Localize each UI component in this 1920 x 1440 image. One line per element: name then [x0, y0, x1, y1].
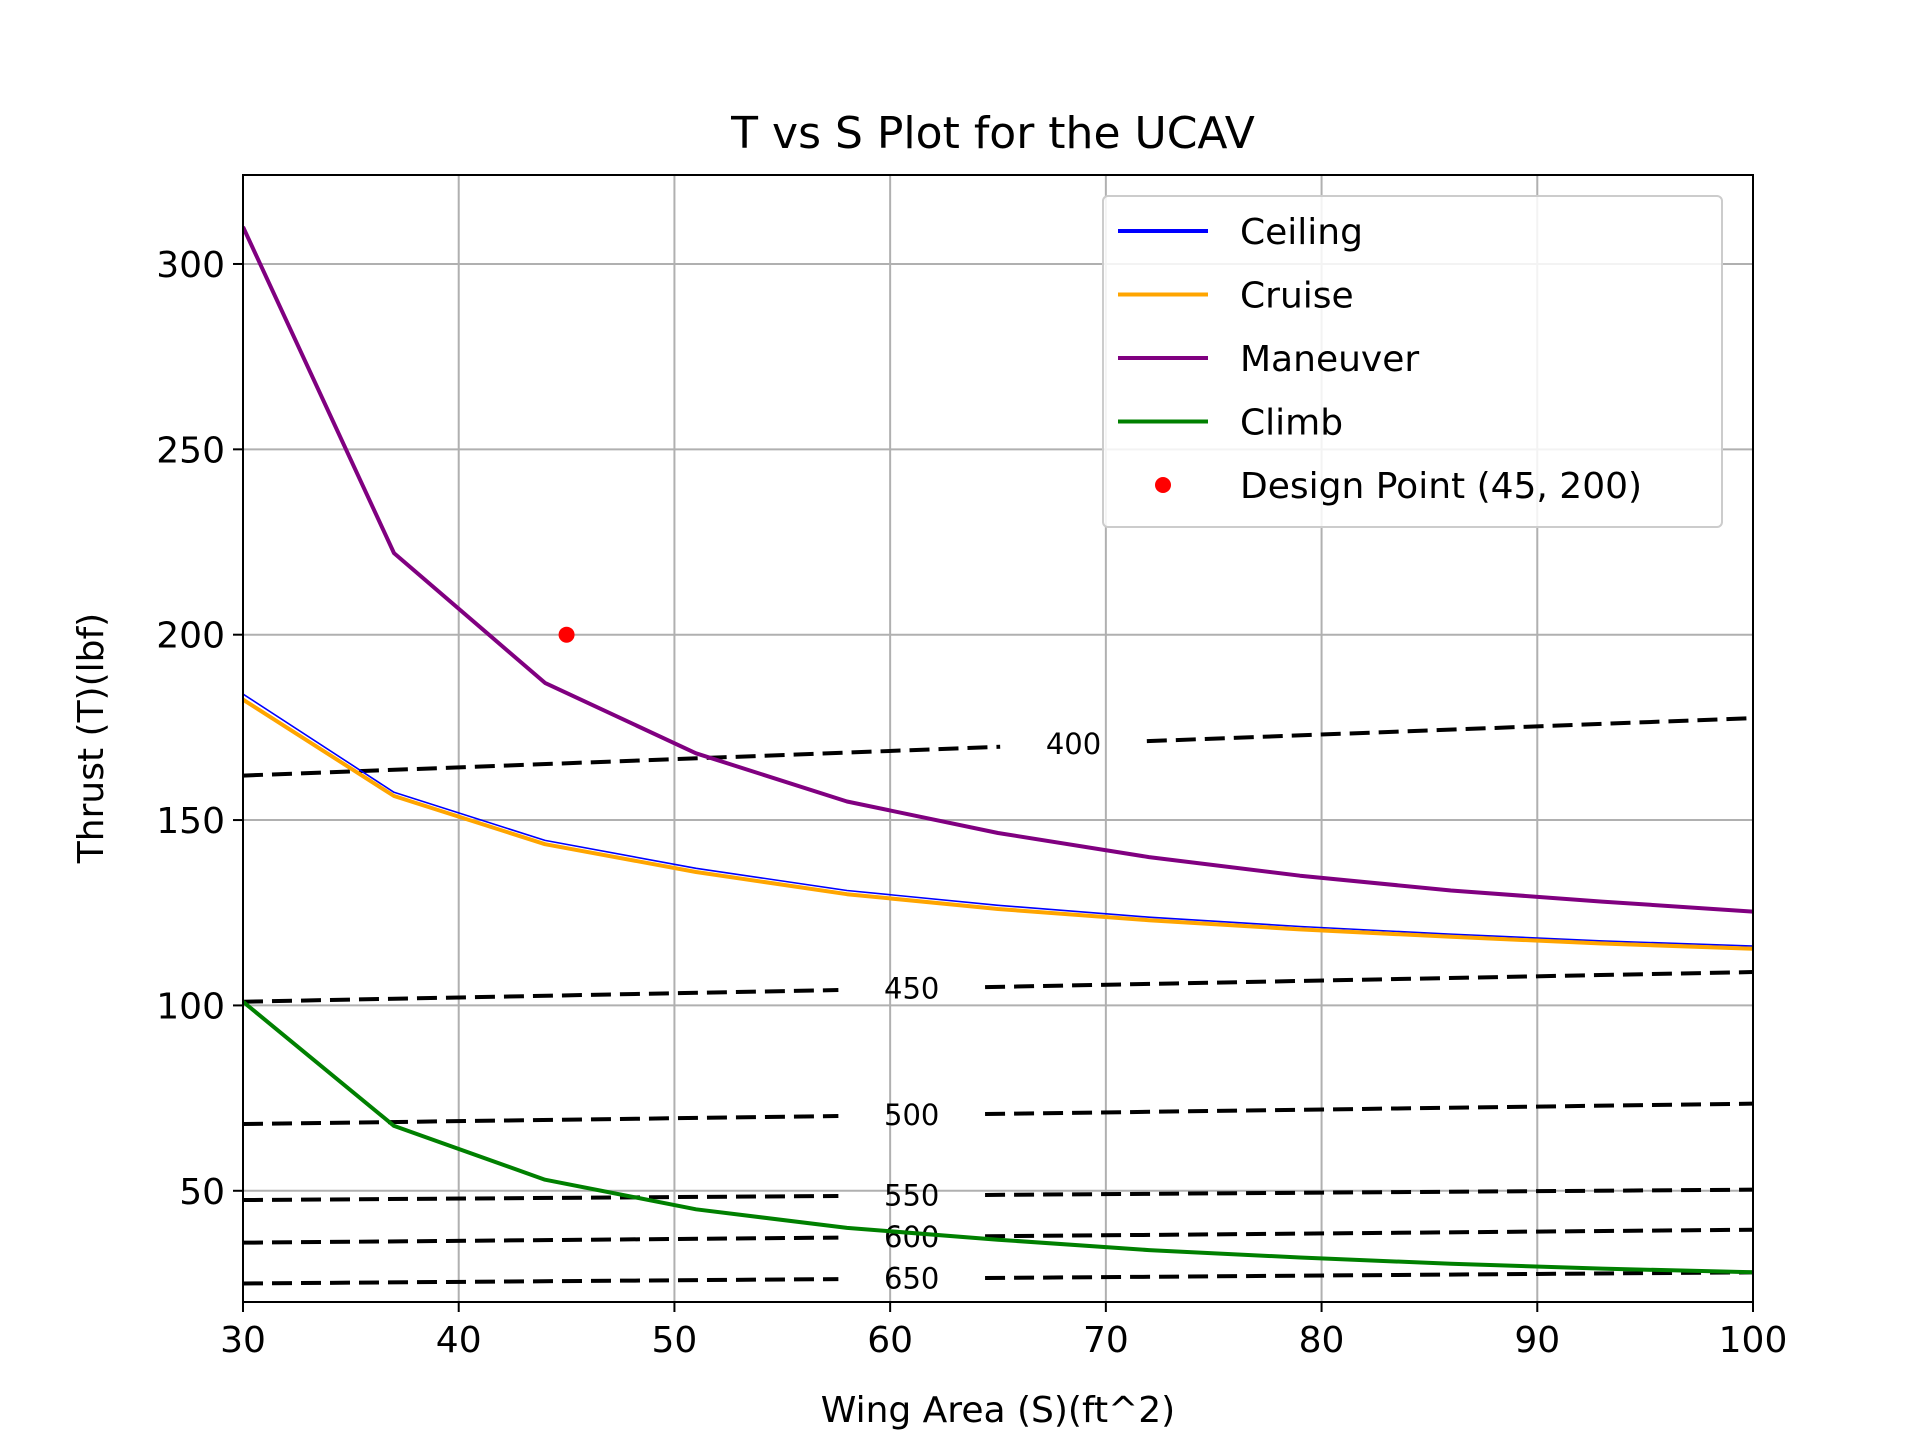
- contour-line-400: [242, 744, 1001, 778]
- series-lines: [243, 226, 1753, 1275]
- legend: Ceiling Cruise Maneuver Climb Design Point (…: [1102, 195, 1723, 528]
- thrust-contour-lines: 400 450 500 550 600 650: [242, 716, 1754, 1296]
- series-line-cruise: [243, 697, 1753, 951]
- x-tick-label: 40: [436, 1320, 482, 1361]
- contour-line-550: [242, 1193, 839, 1203]
- contour-label-600: 600: [884, 1220, 939, 1254]
- y-tick-label: 250: [156, 430, 225, 471]
- contour-line-600: [985, 1227, 1754, 1239]
- y-tick-label: 200: [156, 616, 225, 657]
- series-line-climb: [243, 1000, 1753, 1275]
- design-points: [558, 626, 575, 643]
- y-tick-label: 300: [156, 245, 225, 286]
- x-tick-label: 60: [867, 1320, 913, 1361]
- y-axis-label: Thrust (T)(lbf): [71, 613, 112, 864]
- legend-label: Design Point (45, 200): [1240, 466, 1642, 507]
- x-tick-label: 70: [1083, 1320, 1129, 1361]
- x-tick-label: 80: [1299, 1320, 1345, 1361]
- y-tick-label: 50: [179, 1172, 225, 1213]
- contour-line-650: [985, 1270, 1754, 1280]
- contour-line-600: [242, 1235, 839, 1245]
- contour-label-450: 450: [884, 972, 939, 1006]
- legend-label: Maneuver: [1240, 339, 1419, 380]
- contour-line-450: [985, 970, 1754, 990]
- contour-line-400: [1146, 716, 1754, 744]
- contour-line-500: [242, 1114, 839, 1127]
- contour-line-450: [242, 988, 839, 1004]
- y-tick-label: 150: [156, 801, 225, 842]
- contour-line-650: [242, 1277, 839, 1286]
- y-tick-label: 100: [156, 986, 225, 1027]
- design-point-marker: [558, 626, 575, 643]
- series-line-ceiling: [243, 693, 1753, 947]
- x-tick-label: 100: [1719, 1320, 1788, 1361]
- legend-label: Cruise: [1240, 276, 1354, 317]
- series-line-maneuver: [243, 226, 1753, 914]
- legend-label: Ceiling: [1240, 212, 1363, 253]
- legend-label: Climb: [1240, 403, 1343, 444]
- contour-label-500: 500: [884, 1098, 939, 1132]
- contour-label-400: 400: [1046, 727, 1101, 761]
- plot-frame: [242, 174, 1754, 1303]
- axis-ticks: 30 40 50 60 70 80 90 100 50 100 150 200 250 300: [156, 245, 1787, 1361]
- legend-swatch: [1155, 477, 1171, 493]
- contour-label-550: 550: [884, 1178, 939, 1212]
- contour-line-500: [985, 1101, 1754, 1117]
- x-axis-label: Wing Area (S)(ft^2): [821, 1390, 1175, 1431]
- chart-title: T vs S Plot for the UCAV: [730, 108, 1255, 159]
- x-tick-label: 30: [220, 1320, 266, 1361]
- x-tick-label: 90: [1514, 1320, 1560, 1361]
- x-tick-label: 50: [652, 1320, 698, 1361]
- legend-box: [1102, 195, 1723, 528]
- contour-line-550: [985, 1187, 1754, 1197]
- contour-label-650: 650: [884, 1262, 939, 1296]
